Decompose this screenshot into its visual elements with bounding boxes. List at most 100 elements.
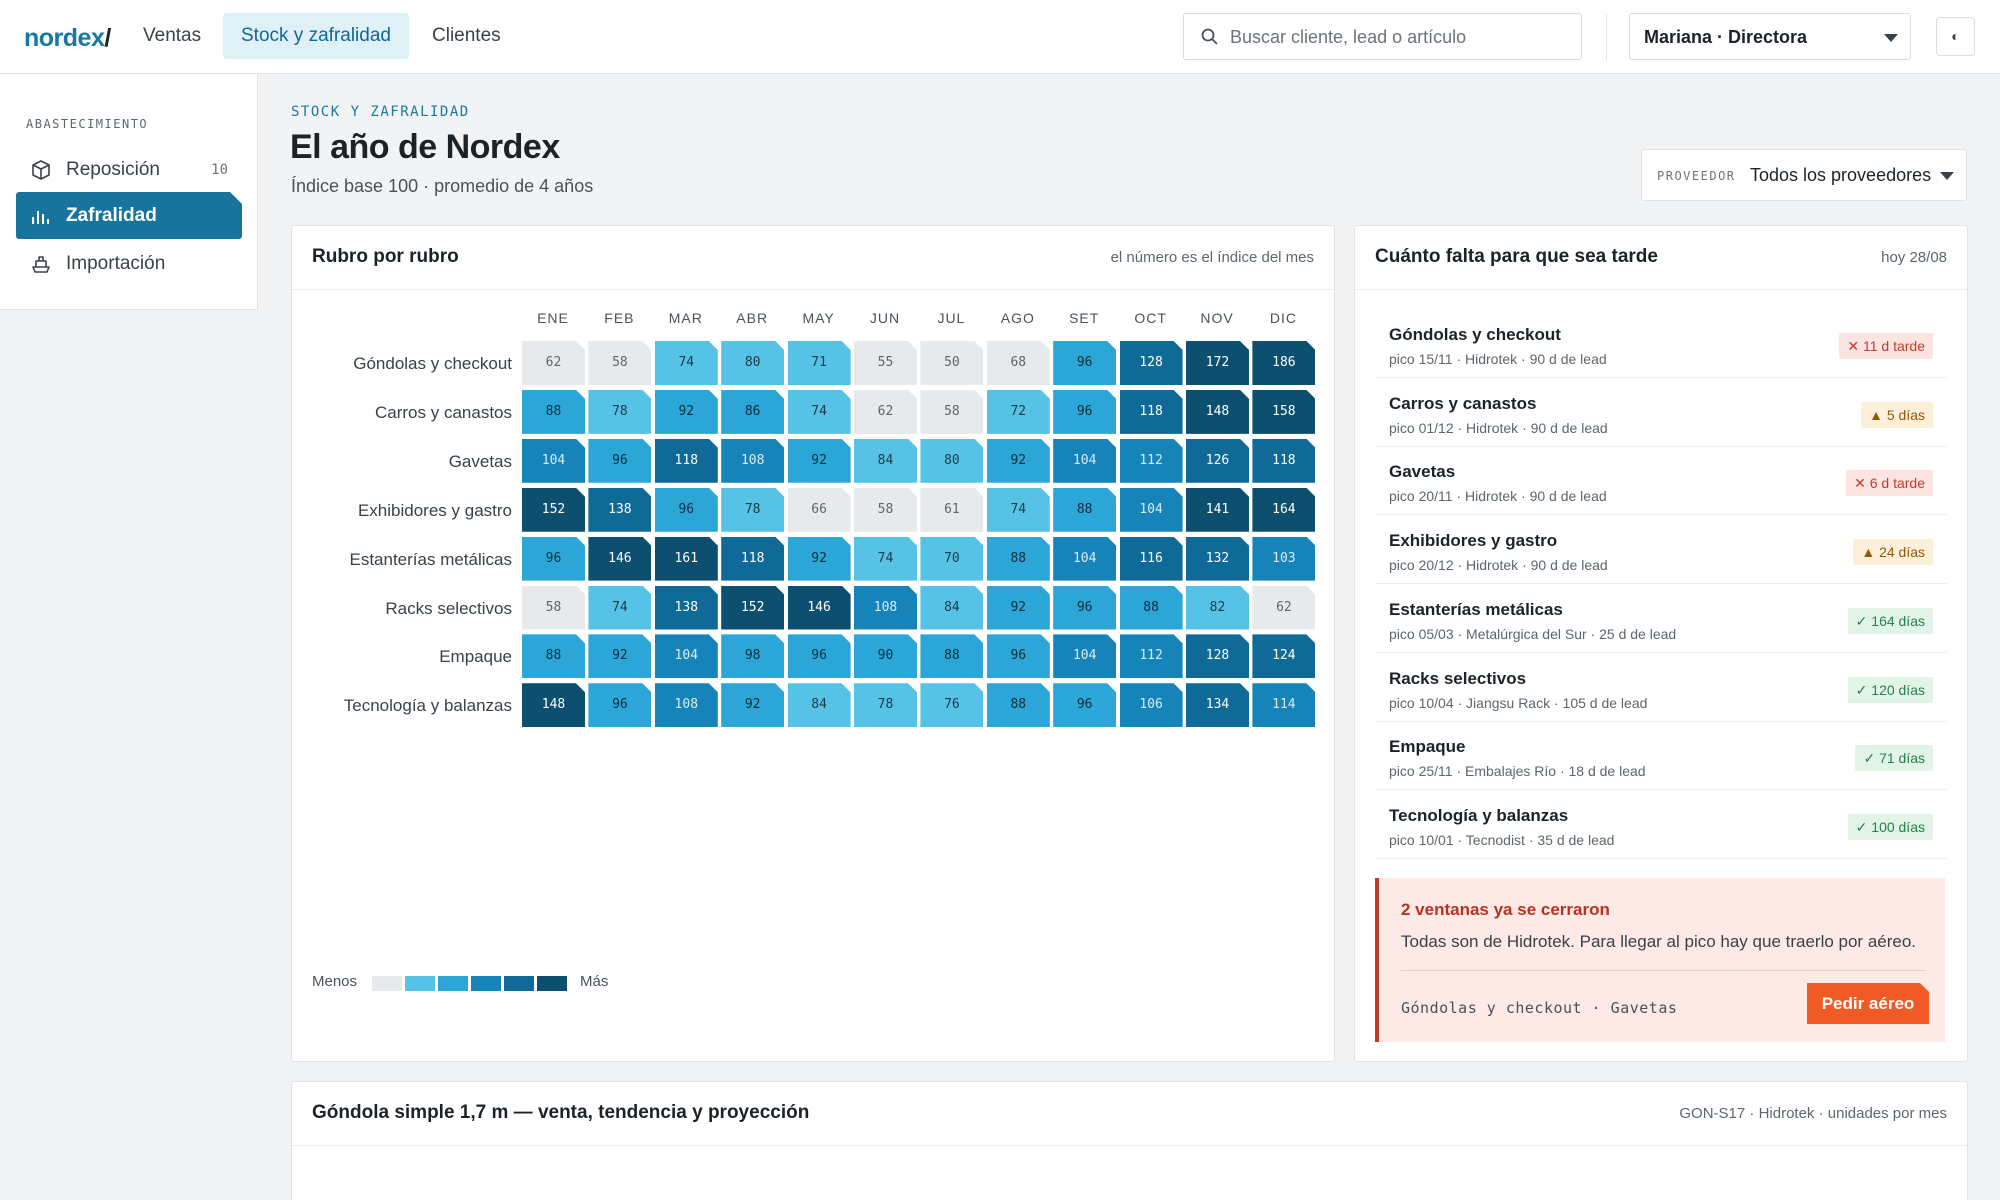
heatmap-cell[interactable]: 152 (522, 488, 585, 532)
heatmap-cell[interactable]: 132 (1186, 537, 1249, 581)
search-input[interactable]: Buscar cliente, lead o artículo (1183, 13, 1582, 60)
heatmap-cell[interactable]: 72 (987, 390, 1050, 434)
heatmap-cell[interactable]: 74 (854, 537, 917, 581)
leadtime-row[interactable]: Estanterías metálicas pico 05/03 · Metalú… (1375, 585, 1947, 653)
heatmap-cell[interactable]: 62 (522, 341, 585, 385)
heatmap-cell[interactable]: 128 (1186, 634, 1249, 678)
heatmap-cell[interactable]: 88 (987, 537, 1050, 581)
heatmap-cell[interactable]: 138 (588, 488, 651, 532)
heatmap-cell[interactable]: 148 (522, 683, 585, 727)
heatmap-cell[interactable]: 70 (920, 537, 983, 581)
leadtime-row[interactable]: Exhibidores y gastro pico 20/12 · Hidrote… (1375, 516, 1947, 585)
heatmap-cell[interactable]: 114 (1252, 683, 1315, 727)
heatmap-cell[interactable]: 108 (721, 439, 784, 483)
heatmap-cell[interactable]: 88 (1120, 586, 1183, 630)
heatmap-cell[interactable]: 88 (987, 683, 1050, 727)
leadtime-row[interactable]: Tecnología y balanzas pico 10/01 · Tecnod… (1375, 791, 1947, 859)
heatmap-cell[interactable]: 80 (920, 439, 983, 483)
heatmap-cell[interactable]: 96 (1053, 586, 1116, 630)
heatmap-cell[interactable]: 146 (588, 537, 651, 581)
leadtime-row[interactable]: Racks selectivos pico 10/04 · Jiangsu Rac… (1375, 654, 1947, 722)
heatmap-cell[interactable]: 118 (1252, 439, 1315, 483)
heatmap-cell[interactable]: 104 (522, 439, 585, 483)
heatmap-cell[interactable]: 138 (655, 586, 718, 630)
heatmap-cell[interactable]: 134 (1186, 683, 1249, 727)
heatmap-cell[interactable]: 78 (854, 683, 917, 727)
heatmap-cell[interactable]: 58 (920, 390, 983, 434)
heatmap-cell[interactable]: 124 (1252, 634, 1315, 678)
heatmap-cell[interactable]: 172 (1186, 341, 1249, 385)
heatmap-cell[interactable]: 158 (1252, 390, 1315, 434)
heatmap-cell[interactable]: 96 (588, 683, 651, 727)
heatmap-cell[interactable]: 78 (588, 390, 651, 434)
leadtime-row[interactable]: Góndolas y checkout pico 15/11 · Hidrotek… (1375, 310, 1947, 378)
heatmap-cell[interactable]: 104 (1053, 634, 1116, 678)
heatmap-cell[interactable]: 58 (522, 586, 585, 630)
heatmap-cell[interactable]: 141 (1186, 488, 1249, 532)
heatmap-cell[interactable]: 148 (1186, 390, 1249, 434)
heatmap-cell[interactable]: 112 (1120, 634, 1183, 678)
heatmap-cell[interactable]: 55 (854, 341, 917, 385)
heatmap-cell[interactable]: 116 (1120, 537, 1183, 581)
heatmap-cell[interactable]: 84 (854, 439, 917, 483)
heatmap-cell[interactable]: 106 (1120, 683, 1183, 727)
user-select[interactable]: Mariana · Directora (1629, 13, 1911, 60)
heatmap-cell[interactable]: 78 (721, 488, 784, 532)
heatmap-cell[interactable]: 92 (987, 586, 1050, 630)
heatmap-cell[interactable]: 96 (522, 537, 585, 581)
heatmap-cell[interactable]: 92 (655, 390, 718, 434)
heatmap-cell[interactable]: 68 (987, 341, 1050, 385)
heatmap-cell[interactable]: 104 (1053, 537, 1116, 581)
heatmap-cell[interactable]: 58 (854, 488, 917, 532)
heatmap-cell[interactable]: 146 (788, 586, 851, 630)
heatmap-cell[interactable]: 118 (1120, 390, 1183, 434)
heatmap-cell[interactable]: 186 (1252, 341, 1315, 385)
heatmap-cell[interactable]: 92 (987, 439, 1050, 483)
heatmap-cell[interactable]: 92 (788, 537, 851, 581)
heatmap-cell[interactable]: 50 (920, 341, 983, 385)
heatmap-cell[interactable]: 86 (721, 390, 784, 434)
sidebar-item-importacion[interactable]: Importación (16, 240, 242, 287)
heatmap-cell[interactable]: 104 (1053, 439, 1116, 483)
heatmap-cell[interactable]: 103 (1252, 537, 1315, 581)
provider-select[interactable]: PROVEEDOR Todos los proveedores (1641, 149, 1967, 201)
heatmap-cell[interactable]: 104 (1120, 488, 1183, 532)
heatmap-cell[interactable]: 96 (1053, 683, 1116, 727)
heatmap-cell[interactable]: 104 (655, 634, 718, 678)
heatmap-cell[interactable]: 62 (854, 390, 917, 434)
heatmap-cell[interactable]: 108 (854, 586, 917, 630)
nav-tab-stock[interactable]: Stock y zafralidad (223, 13, 409, 59)
heatmap-cell[interactable]: 118 (655, 439, 718, 483)
heatmap-cell[interactable]: 96 (1053, 390, 1116, 434)
sidebar-item-zafralidad[interactable]: Zafralidad (16, 192, 242, 239)
heatmap-cell[interactable]: 164 (1252, 488, 1315, 532)
heatmap-cell[interactable]: 92 (788, 439, 851, 483)
heatmap-cell[interactable]: 74 (588, 586, 651, 630)
heatmap-cell[interactable]: 82 (1186, 586, 1249, 630)
heatmap-cell[interactable]: 58 (588, 341, 651, 385)
heatmap-cell[interactable]: 96 (1053, 341, 1116, 385)
heatmap-cell[interactable]: 74 (788, 390, 851, 434)
heatmap-cell[interactable]: 62 (1252, 586, 1315, 630)
nav-tab-clientes[interactable]: Clientes (432, 25, 501, 46)
heatmap-cell[interactable]: 74 (655, 341, 718, 385)
heatmap-cell[interactable]: 92 (721, 683, 784, 727)
nav-tab-ventas[interactable]: Ventas (143, 25, 202, 46)
heatmap-cell[interactable]: 80 (721, 341, 784, 385)
heatmap-cell[interactable]: 88 (920, 634, 983, 678)
heatmap-cell[interactable]: 90 (854, 634, 917, 678)
leadtime-row[interactable]: Carros y canastos pico 01/12 · Hidrotek ·… (1375, 379, 1947, 447)
heatmap-cell[interactable]: 96 (588, 439, 651, 483)
heatmap-cell[interactable]: 112 (1120, 439, 1183, 483)
heatmap-cell[interactable]: 96 (987, 634, 1050, 678)
sidebar-item-reposicion[interactable]: Reposición 10 (16, 146, 242, 193)
heatmap-cell[interactable]: 108 (655, 683, 718, 727)
heatmap-cell[interactable]: 161 (655, 537, 718, 581)
heatmap-cell[interactable]: 66 (788, 488, 851, 532)
heatmap-cell[interactable]: 96 (655, 488, 718, 532)
heatmap-cell[interactable]: 118 (721, 537, 784, 581)
heatmap-cell[interactable]: 84 (920, 586, 983, 630)
order-air-button[interactable]: Pedir aéreo (1807, 983, 1929, 1024)
heatmap-cell[interactable]: 74 (987, 488, 1050, 532)
heatmap-cell[interactable]: 76 (920, 683, 983, 727)
